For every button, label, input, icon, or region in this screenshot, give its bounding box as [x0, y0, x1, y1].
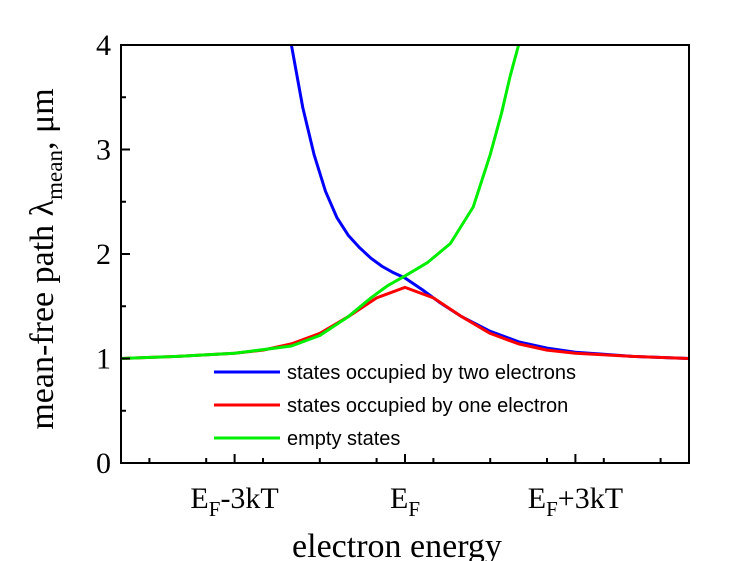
- x-axis-title: electron energy: [292, 528, 502, 561]
- series-line-2: [121, 45, 521, 360]
- legend-label-0: states occupied by two electrons: [287, 362, 576, 384]
- series-layer: [121, 45, 689, 360]
- y-tick-label: 1: [96, 343, 111, 376]
- y-tick-label: 0: [96, 447, 111, 480]
- series-line-0: [289, 45, 689, 360]
- x-tick-label: EF: [390, 482, 420, 521]
- y-tick-label: 4: [96, 29, 111, 62]
- y-axis-title: mean-free path λmean, μm: [24, 88, 67, 429]
- y-tick-label: 3: [96, 134, 111, 167]
- y-tick-label: 2: [96, 238, 111, 271]
- legend-label-2: empty states: [287, 428, 400, 450]
- x-tick-label: EF-3kT: [190, 482, 278, 521]
- x-tick-label: EF+3kT: [528, 482, 623, 521]
- legend-label-1: states occupied by one electron: [287, 395, 568, 417]
- legend: states occupied by two electrons states o…: [214, 362, 576, 450]
- series-line-1: [121, 285, 689, 360]
- axes-layer: 0 1 2 3 4 EF-3kT EF EF+3kT electron energy mean-f…: [24, 29, 690, 561]
